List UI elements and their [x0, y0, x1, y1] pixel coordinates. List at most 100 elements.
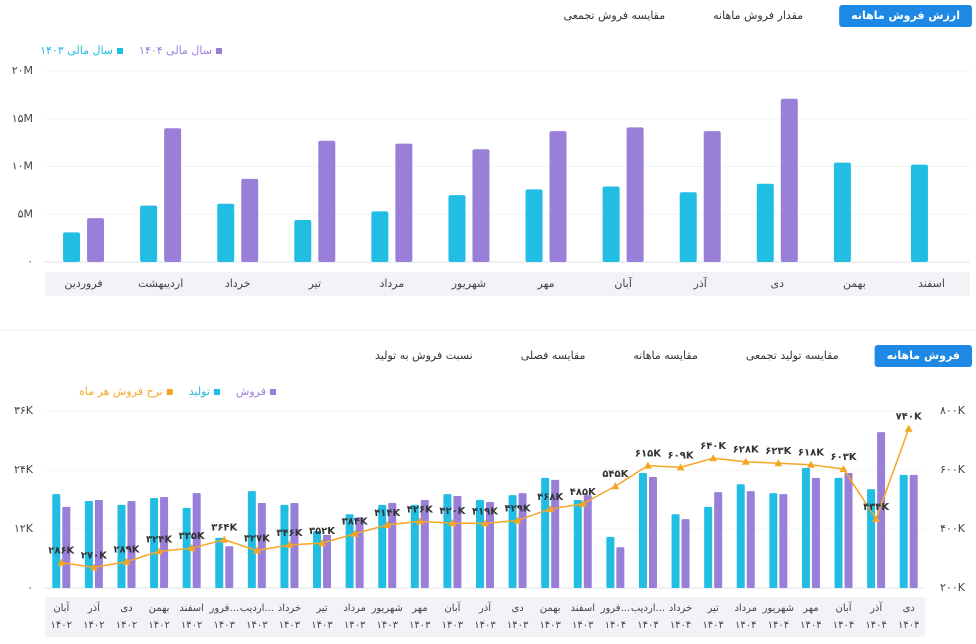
line-marker [285, 540, 294, 548]
bar [679, 192, 697, 262]
bar [140, 205, 158, 262]
bar [215, 537, 224, 588]
x-tick-label: آذر [478, 601, 492, 614]
x-tick-label: شهریور [451, 277, 486, 290]
tab[interactable]: ارزش فروش ماهانه [851, 9, 960, 22]
bar [518, 493, 527, 588]
x-tick-label: ۱۴۰۴ [670, 620, 691, 631]
x-tick-label: ۱۴۰۴ [833, 620, 854, 631]
x-tick-label: ۱۴۰۳ [474, 620, 496, 631]
tab[interactable]: مقایسه فروش تجمعی [564, 9, 666, 22]
line-marker [709, 454, 718, 462]
x-tick-label: ۱۴۰۳ [507, 620, 529, 631]
value-label: ۳۲۴K [146, 534, 173, 545]
y2-tick-label: ۶۰۰K [940, 463, 966, 476]
y2-tick-label: ۸۰۰K [940, 404, 966, 417]
value-label: ۳۴۶K [276, 528, 303, 539]
bar [671, 514, 680, 588]
bar [779, 494, 788, 588]
value-label: ۶۲۸K [733, 445, 760, 456]
bar [217, 203, 235, 262]
x-tick-label: آذر [693, 276, 708, 290]
x-tick-label: آبان [836, 601, 853, 614]
x-tick-label: فرور... [600, 603, 631, 614]
bar [290, 502, 299, 588]
bar [94, 499, 103, 588]
line-marker [89, 563, 98, 571]
bar [648, 476, 657, 588]
line-marker [741, 457, 750, 465]
x-tick-label: ۱۴۰۳ [279, 620, 301, 631]
x-tick-label: ۱۴۰۴ [637, 620, 658, 631]
line-marker [252, 546, 261, 554]
line-marker [806, 460, 815, 468]
value-label: ۴۱۴K [374, 508, 401, 519]
x-tick-label: ۱۴۰۳ [311, 620, 333, 631]
tab[interactable]: نسبت فروش به تولید [375, 349, 473, 362]
bar [453, 496, 462, 588]
y-tick-label: ۲۴K [14, 463, 34, 476]
value-label: ۳۳۵K [179, 531, 206, 542]
bar [117, 504, 126, 588]
x-tick-label: آذر [87, 601, 101, 614]
bar [345, 514, 354, 588]
x-tick-label: ۱۴۰۳ [246, 620, 268, 631]
value-label: ۴۱۹K [472, 506, 499, 517]
x-tick-label: اسفند [179, 603, 203, 614]
bar [602, 186, 620, 262]
value-label: ۳۲۷K [244, 534, 271, 545]
value-label: ۶۰۹K [668, 450, 695, 461]
bar [780, 98, 798, 262]
bar [355, 517, 364, 588]
bar [192, 493, 201, 588]
line-marker [415, 517, 424, 525]
x-tick-label: دی [511, 603, 523, 614]
bar [371, 211, 389, 262]
x-tick-label: تیر [315, 603, 328, 614]
tab[interactable]: مقایسه تولید تجمعی [746, 349, 839, 362]
value-label: ۵۴۵K [602, 469, 629, 480]
value-label: ۷۴۰K [896, 412, 923, 423]
x-tick-label: بهمن [843, 277, 866, 290]
x-tick-label: ۱۴۰۴ [800, 620, 821, 631]
bar [638, 472, 647, 588]
bar [769, 493, 778, 588]
x-tick-label: اردیبهشت [138, 277, 183, 290]
bar [241, 178, 259, 262]
bar [899, 474, 908, 588]
bar [714, 492, 723, 588]
bar [626, 127, 644, 262]
bar [616, 547, 625, 588]
line-marker [774, 459, 783, 467]
bar [844, 472, 853, 588]
line-marker [839, 465, 848, 473]
tab[interactable]: مقایسه ماهانه [633, 349, 698, 362]
tab[interactable]: مقایسه فصلی [521, 349, 586, 362]
value-label: ۴۲۹K [505, 503, 532, 514]
line-marker [513, 516, 522, 524]
x-tick-label: ۱۴۰۳ [539, 620, 561, 631]
x-tick-label: دی [903, 603, 915, 614]
legend-label: سال مالی ۱۴۰۳ [40, 44, 113, 57]
category-strip [45, 597, 925, 637]
bar [127, 500, 136, 588]
line-marker [643, 461, 652, 469]
tab-active[interactable] [839, 5, 972, 27]
x-tick-label: ۱۴۰۲ [83, 620, 104, 631]
x-tick-label: ۱۴۰۲ [181, 620, 202, 631]
x-tick-label: خرداد [278, 603, 301, 614]
tab-active[interactable] [874, 345, 972, 367]
tab[interactable]: مقدار فروش ماهانه [713, 9, 803, 22]
bar [910, 164, 928, 262]
y2-tick-label: ۴۰۰K [940, 522, 966, 535]
x-tick-label: مرداد [343, 603, 366, 614]
line-marker [546, 504, 555, 512]
bar [84, 500, 93, 588]
x-tick-label: فرور... [209, 603, 240, 614]
bar [448, 195, 466, 262]
x-tick-label: خرداد [669, 603, 692, 614]
y-tick-label: ۰ [27, 255, 33, 268]
tab[interactable]: فروش ماهانه [887, 349, 960, 362]
bar [833, 162, 851, 262]
x-tick-label: آبان [614, 276, 632, 290]
